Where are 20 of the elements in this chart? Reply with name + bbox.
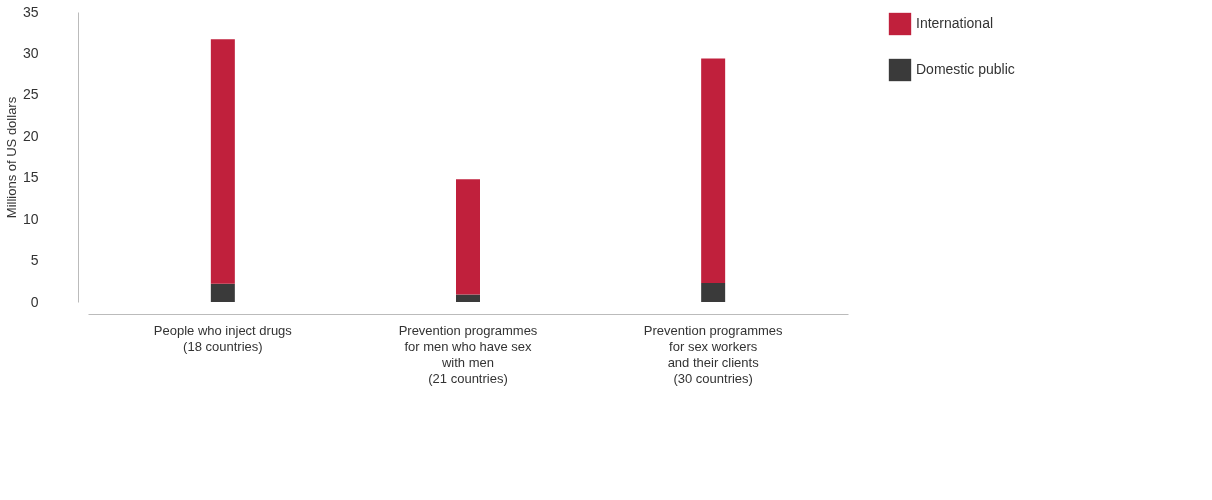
bar xyxy=(210,39,235,284)
bar xyxy=(701,282,726,302)
y-tick-label: 25 xyxy=(22,86,39,103)
y-tick-label: 0 xyxy=(30,293,39,310)
bar xyxy=(210,283,235,302)
legend-label: International xyxy=(916,15,994,31)
y-tick-label: 5 xyxy=(30,252,39,269)
x-tick-label: People who inject drugs (18 countries) xyxy=(153,322,293,354)
bar xyxy=(456,294,480,302)
y-tick-label: 20 xyxy=(22,127,39,144)
legend-label: Domestic public xyxy=(916,61,1015,77)
y-tick-label: 10 xyxy=(22,210,39,227)
bar xyxy=(701,58,726,283)
y-axis-title: Millions of US dollars xyxy=(3,96,19,219)
x-tick-label: Prevention programmes for men who have sex with men (21 countries) xyxy=(398,322,538,386)
y-tick-label: 30 xyxy=(22,44,39,61)
y-tick-label: 35 xyxy=(22,3,39,20)
y-tick-label: 15 xyxy=(22,169,39,186)
bar xyxy=(456,179,480,295)
x-tick-label: Prevention programmes for sex workers and their clients (30 countries) xyxy=(643,322,784,386)
